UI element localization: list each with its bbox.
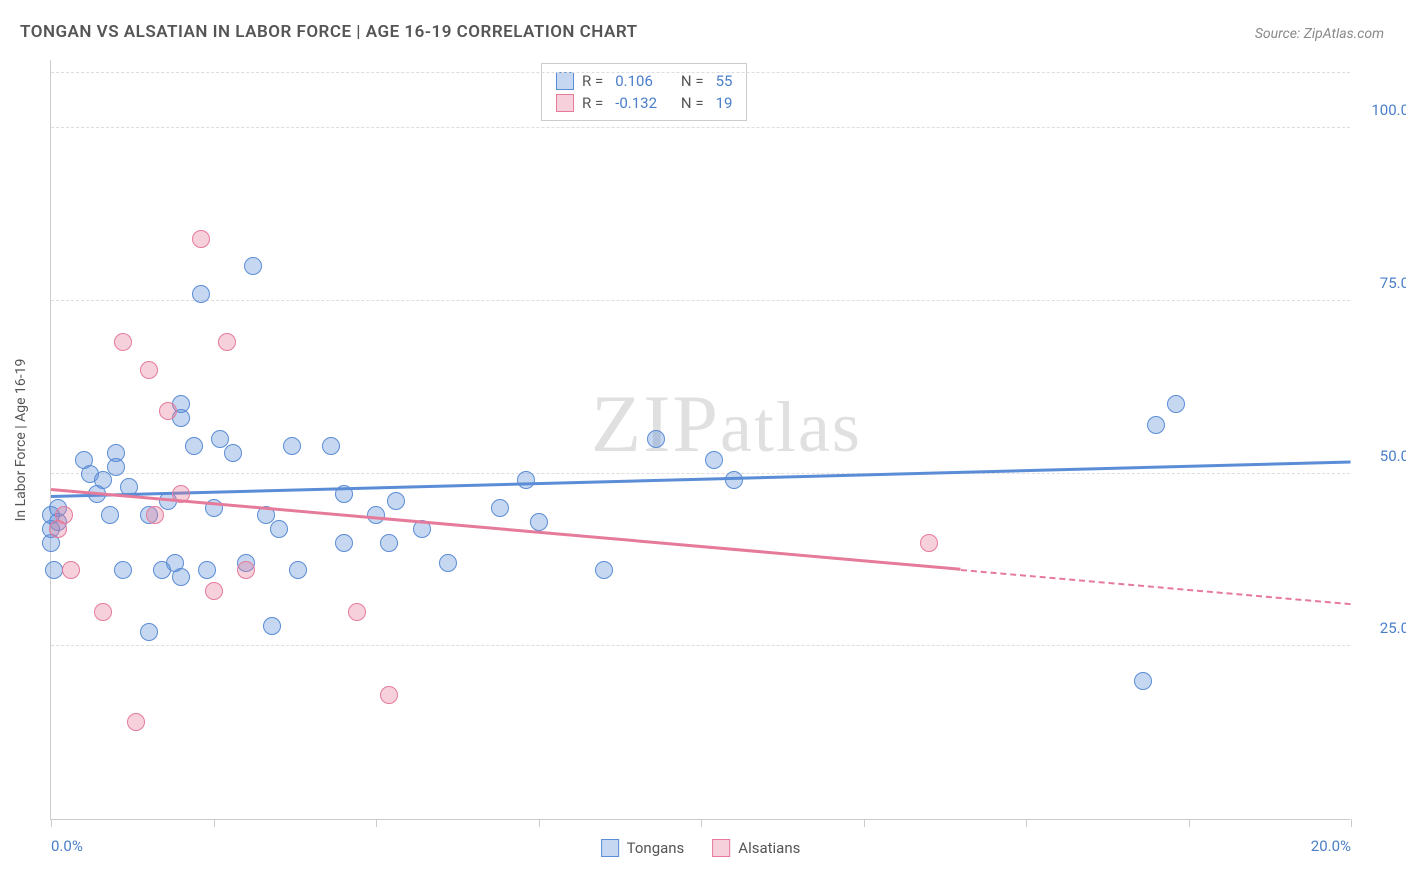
- data-point: [289, 561, 307, 579]
- x-tick-label: 0.0%: [51, 837, 83, 855]
- legend-n-value: 19: [716, 94, 733, 112]
- data-point: [94, 471, 112, 489]
- grid-line: [51, 127, 1350, 128]
- watermark: ZIPatlas: [591, 377, 862, 471]
- data-point: [647, 430, 665, 448]
- grid-line: [51, 473, 1350, 474]
- legend-swatch: [556, 94, 574, 112]
- data-point: [127, 713, 145, 731]
- data-point: [192, 285, 210, 303]
- series-legend: Tongans Alsatians: [601, 839, 801, 857]
- legend-n-label: N =: [677, 94, 703, 112]
- data-point: [185, 437, 203, 455]
- data-point: [172, 568, 190, 586]
- trend-line: [51, 488, 961, 570]
- data-point: [491, 499, 509, 517]
- data-point: [387, 492, 405, 510]
- x-tick: [539, 819, 540, 827]
- trend-line: [51, 461, 1351, 498]
- data-point: [322, 437, 340, 455]
- legend-swatch: [601, 839, 619, 857]
- trend-line-dashed: [961, 569, 1351, 605]
- data-point: [94, 603, 112, 621]
- y-tick-label: 25.0%: [1360, 619, 1406, 637]
- legend-swatch: [712, 839, 730, 857]
- plot-area: ZIPatlas In Labor Force | Age 16-19 R =0…: [50, 60, 1350, 820]
- legend-label: Alsatians: [738, 839, 800, 857]
- grid-line: [51, 72, 1350, 73]
- data-point: [140, 623, 158, 641]
- data-point: [705, 451, 723, 469]
- data-point: [283, 437, 301, 455]
- x-tick: [376, 819, 377, 827]
- x-tick: [1026, 819, 1027, 827]
- legend-r-label: R =: [582, 72, 603, 90]
- data-point: [224, 444, 242, 462]
- x-tick: [1351, 819, 1352, 827]
- data-point: [263, 617, 281, 635]
- x-tick-label: 20.0%: [1311, 837, 1351, 855]
- y-axis-label: In Labor Force | Age 16-19: [13, 358, 29, 521]
- data-point: [114, 333, 132, 351]
- data-point: [380, 534, 398, 552]
- data-point: [205, 582, 223, 600]
- chart-container: TONGAN VS ALSATIAN IN LABOR FORCE | AGE …: [0, 0, 1406, 892]
- x-tick: [864, 819, 865, 827]
- legend-n-label: N =: [677, 72, 703, 90]
- data-point: [380, 686, 398, 704]
- y-tick-label: 75.0%: [1360, 274, 1406, 292]
- legend-r-value: 0.106: [615, 72, 669, 90]
- legend-row: R = -0.132 N = 19: [556, 92, 732, 114]
- y-tick-label: 100.0%: [1360, 101, 1406, 119]
- data-point: [114, 561, 132, 579]
- x-tick: [51, 819, 52, 827]
- data-point: [55, 506, 73, 524]
- data-point: [1167, 395, 1185, 413]
- grid-line: [51, 300, 1350, 301]
- data-point: [218, 333, 236, 351]
- x-tick: [701, 819, 702, 827]
- data-point: [192, 230, 210, 248]
- legend-swatch: [556, 72, 574, 90]
- data-point: [1134, 672, 1152, 690]
- data-point: [107, 444, 125, 462]
- data-point: [517, 471, 535, 489]
- data-point: [335, 534, 353, 552]
- source-attribution: Source: ZipAtlas.com: [1255, 26, 1384, 42]
- legend-r-value: -0.132: [615, 94, 669, 112]
- grid-line: [51, 645, 1350, 646]
- data-point: [159, 402, 177, 420]
- data-point: [530, 513, 548, 531]
- legend-r-label: R =: [582, 94, 603, 112]
- data-point: [198, 561, 216, 579]
- data-point: [62, 561, 80, 579]
- data-point: [725, 471, 743, 489]
- data-point: [237, 561, 255, 579]
- x-tick: [214, 819, 215, 827]
- data-point: [140, 361, 158, 379]
- data-point: [920, 534, 938, 552]
- data-point: [146, 506, 164, 524]
- legend-n-value: 55: [716, 72, 733, 90]
- data-point: [348, 603, 366, 621]
- legend-label: Tongans: [627, 839, 685, 857]
- data-point: [101, 506, 119, 524]
- data-point: [270, 520, 288, 538]
- y-tick-label: 50.0%: [1360, 447, 1406, 465]
- chart-title: TONGAN VS ALSATIAN IN LABOR FORCE | AGE …: [20, 22, 638, 42]
- data-point: [439, 554, 457, 572]
- data-point: [1147, 416, 1165, 434]
- data-point: [244, 257, 262, 275]
- data-point: [595, 561, 613, 579]
- legend-item: Tongans: [601, 839, 685, 857]
- legend-item: Alsatians: [712, 839, 800, 857]
- legend-row: R = 0.106 N = 55: [556, 70, 732, 92]
- x-tick: [1189, 819, 1190, 827]
